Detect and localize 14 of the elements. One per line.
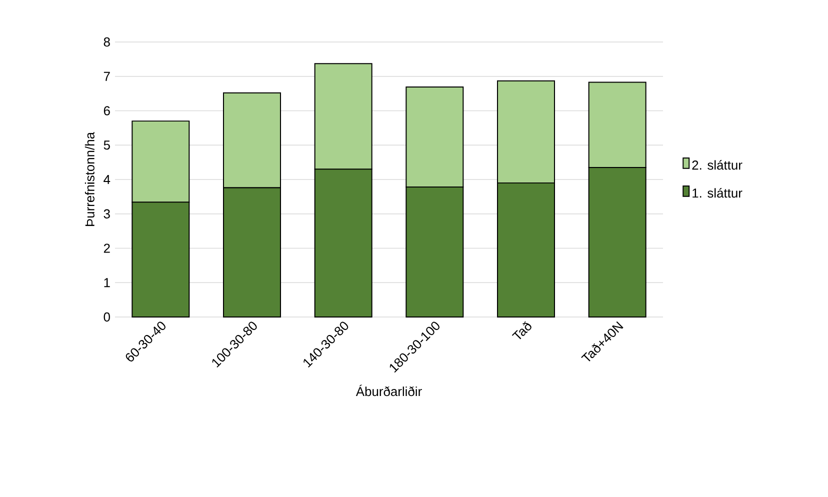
y-tick-label: 4	[104, 175, 110, 184]
y-tick-label: 0	[104, 312, 110, 322]
y-axis-title: Þurrefnistonn/ha	[84, 132, 94, 226]
y-tick-label: 7	[104, 72, 110, 81]
x-tick-label: Tað	[512, 321, 532, 340]
legend-label: 1. sláttur	[692, 188, 742, 198]
x-axis-title: Áburðarliðir	[356, 384, 422, 396]
y-tick-label: 8	[104, 37, 110, 47]
y-tick-label: 2	[104, 244, 110, 253]
y-tick-label: 1	[104, 278, 110, 288]
y-tick-label: 3	[104, 209, 110, 218]
y-tick-label: 6	[104, 106, 110, 116]
y-tick-label: 5	[104, 140, 110, 150]
legend-label: 2. sláttur	[692, 160, 742, 170]
